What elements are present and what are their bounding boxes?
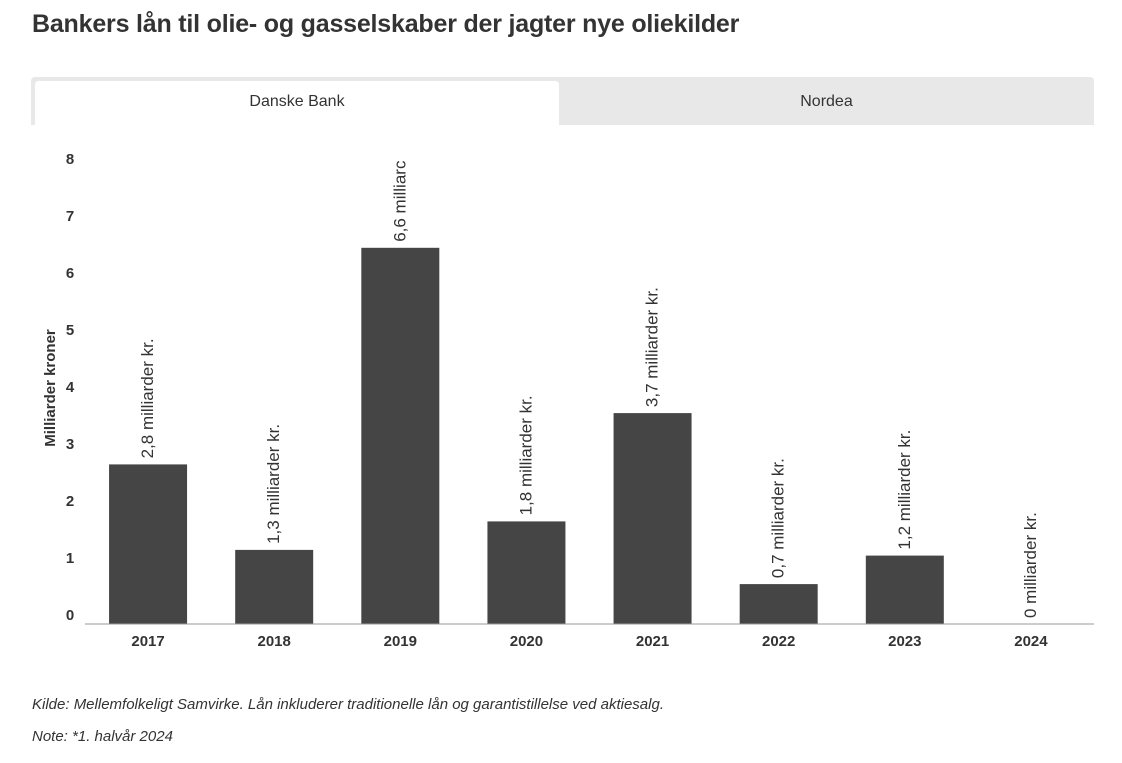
y-tick-label: 0 — [66, 607, 74, 624]
y-tick-label: 7 — [66, 208, 74, 225]
y-tick-label: 3 — [66, 436, 74, 453]
y-tick-label: 8 — [66, 151, 74, 168]
bar-label-2021: 3,7 milliarder kr. — [643, 287, 662, 407]
x-axis-ticks: 2017 2018 2019 2020 2021 2022 2023 2024 — [131, 633, 1048, 650]
x-tick-label-2020: 2020 — [510, 633, 543, 650]
bar-label-2017: 2,8 milliarder kr. — [138, 338, 157, 458]
note-text: Note: *1. halvår 2024 — [32, 728, 173, 745]
x-tick-label-2021: 2021 — [636, 633, 669, 650]
bar-2023 — [865, 555, 944, 624]
x-tick-label-2019: 2019 — [384, 633, 417, 650]
y-axis-label: Milliarder kroner — [42, 329, 59, 447]
bar-label-2023: 1,2 milliarder kr. — [895, 430, 914, 550]
bank-tabs: Danske Bank Nordea — [31, 77, 1094, 125]
y-tick-label: 2 — [66, 493, 74, 510]
bar-2020 — [487, 521, 566, 624]
tab-nordea[interactable]: Nordea — [800, 93, 853, 110]
x-tick-label-2018: 2018 — [258, 633, 291, 650]
x-tick-label-2022: 2022 — [762, 633, 795, 650]
bar-data-labels: 2,8 milliarder kr. 1,3 milliarder kr. 6,6 … — [138, 160, 1040, 618]
bar-label-2018: 1,3 milliarder kr. — [264, 424, 283, 544]
tab-danske-bank[interactable]: Danske Bank — [35, 81, 559, 125]
bar-label-2024: 0 milliarder kr. — [1021, 512, 1040, 618]
bar-2022 — [739, 584, 818, 624]
y-axis-ticks: 0 1 2 3 4 5 6 7 8 — [66, 151, 75, 624]
bars — [109, 247, 944, 625]
bar-2018 — [235, 549, 314, 624]
bar-label-2020: 1,8 milliarder kr. — [516, 395, 535, 515]
bar-2017 — [109, 464, 188, 624]
x-tick-label-2024: 2024 — [1014, 633, 1048, 650]
bar-2021 — [613, 413, 692, 624]
bar-label-2019: 6,6 milliarc — [390, 160, 409, 242]
y-tick-label: 5 — [66, 322, 74, 339]
chart-title: Bankers lån til olie- og gasselskaber de… — [32, 10, 740, 38]
x-tick-label-2017: 2017 — [131, 633, 164, 650]
bar-label-2022: 0,7 milliarder kr. — [769, 458, 788, 578]
bar-2019 — [361, 247, 440, 625]
bar-chart: 0 1 2 3 4 5 6 7 8 Milliarder kroner 2,8 milliard… — [42, 151, 1094, 650]
y-tick-label: 4 — [66, 379, 75, 396]
y-tick-label: 6 — [66, 265, 74, 282]
source-note: Kilde: Mellemfolkeligt Samvirke. Lån ink… — [32, 696, 664, 713]
x-tick-label-2023: 2023 — [888, 633, 921, 650]
y-tick-label: 1 — [66, 550, 74, 567]
